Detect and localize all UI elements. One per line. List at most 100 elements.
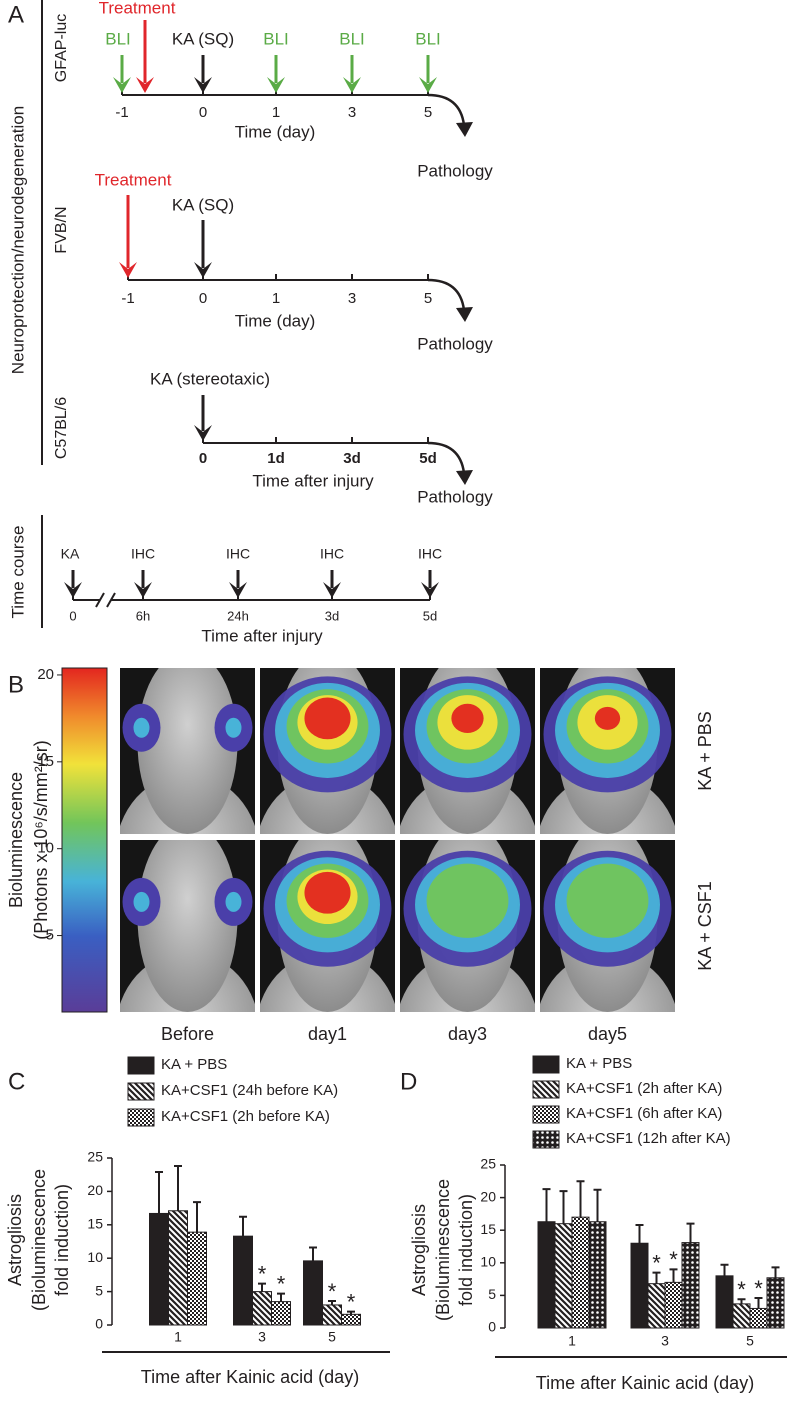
significance-marker: * [277, 1271, 286, 1296]
arrow-head [113, 77, 131, 93]
arrow-head [267, 77, 285, 93]
colorbar-tick-label: 5 [46, 927, 54, 944]
timeline-tick-label: 3 [348, 290, 356, 307]
strain-label: FVB/N [53, 206, 70, 253]
error-bar [576, 1180, 585, 1218]
bar [149, 1212, 169, 1326]
arrow-head [119, 262, 137, 278]
y-axis-label: fold induction) [52, 1184, 72, 1296]
colorbar-label: Bioluminescence [6, 772, 26, 908]
panel-label: D [400, 1068, 417, 1095]
bar [322, 1304, 342, 1326]
legend-swatch [127, 1108, 155, 1127]
arrow-head [194, 425, 212, 441]
significance-marker: * [652, 1250, 661, 1275]
bli-image [260, 840, 395, 1012]
outcome-arrow [427, 441, 466, 474]
arrow-head [64, 582, 82, 598]
signal [594, 706, 621, 730]
arrow-label: KA (SQ) [172, 29, 234, 48]
row-label: KA + CSF1 [695, 881, 715, 971]
bli-image [400, 840, 535, 1012]
legend-swatch [532, 1105, 560, 1124]
panel-label: B [8, 671, 24, 698]
outcome-arrow [427, 278, 466, 311]
error-bar [174, 1165, 182, 1211]
y-tick-label: 10 [480, 1254, 496, 1270]
legend-label: KA + PBS [161, 1056, 227, 1073]
panel-label: A [8, 1, 24, 28]
bar [571, 1216, 590, 1329]
colorbar [61, 667, 108, 1013]
signal [225, 891, 242, 912]
bli-image [120, 668, 255, 834]
panel-label: C [8, 1068, 25, 1095]
timeline-axis-label: Time after injury [252, 471, 374, 490]
x-tick-label: 1 [568, 1333, 576, 1349]
timeline-tick-label: 1 [272, 104, 280, 121]
arrow-label: KA (SQ) [172, 195, 234, 214]
group-label: Time course [8, 526, 27, 619]
bar [630, 1242, 649, 1329]
arrow-head [229, 582, 247, 598]
timeline-tick-label: 3 [348, 104, 356, 121]
error-bar [559, 1190, 568, 1224]
y-axis-label: Astrogliosis [409, 1204, 429, 1296]
legend-swatch [532, 1080, 560, 1099]
timeline-tick-label: 0 [199, 290, 207, 307]
error-bar [737, 1298, 746, 1304]
arrow-head [194, 77, 212, 93]
error-bar [542, 1188, 551, 1222]
arrow-label: Treatment [95, 170, 172, 189]
group-label: Neuroprotection/neurodegeneration [8, 106, 27, 374]
timeline-tick-label: 1d [267, 450, 285, 467]
arrow-head [456, 470, 473, 485]
colorbar-tick-label: 20 [37, 666, 54, 683]
outcome-label: Pathology [417, 487, 493, 506]
arrow-label: BLI [339, 29, 365, 48]
outcome-label: Pathology [417, 161, 493, 180]
y-tick-label: 25 [87, 1149, 103, 1165]
y-tick-label: 15 [480, 1221, 496, 1237]
y-tick-label: 15 [87, 1216, 103, 1232]
signal [304, 697, 351, 740]
bli-image [400, 668, 535, 834]
timeline-tick-label: 5 [424, 104, 432, 121]
arrow-label: IHC [226, 546, 250, 562]
legend-swatch [532, 1055, 560, 1074]
bar [732, 1303, 751, 1329]
x-tick-label: 3 [258, 1329, 266, 1345]
y-tick-label: 0 [95, 1316, 103, 1332]
timeline-tick-label: 0 [69, 608, 76, 623]
signal [133, 717, 150, 738]
arrow-label: BLI [263, 29, 289, 48]
timeline-tick-label: 0 [199, 450, 207, 467]
timeline-tick-label: -1 [115, 104, 128, 121]
arrow-label: Treatment [99, 0, 176, 17]
y-tick-label: 10 [87, 1249, 103, 1265]
arrow-label: IHC [131, 546, 155, 562]
significance-marker: * [737, 1277, 746, 1302]
timeline-tick-label: -1 [121, 290, 134, 307]
timeline-axis-label: Time after injury [201, 626, 323, 645]
x-tick-label: 5 [328, 1329, 336, 1345]
timeline-tick-label: 1 [272, 290, 280, 307]
timeline-tick-label: 3d [343, 450, 361, 467]
signal [304, 871, 351, 914]
error-bar [328, 1299, 336, 1305]
bar [588, 1221, 607, 1329]
legend-swatch [127, 1056, 155, 1075]
bli-image [260, 668, 395, 834]
error-bar [754, 1297, 763, 1309]
bar [681, 1242, 700, 1329]
bar [271, 1301, 291, 1326]
arrow-label: BLI [415, 29, 441, 48]
colorbar-tick-label: 15 [37, 753, 54, 770]
column-label: day1 [308, 1024, 347, 1044]
bli-image [540, 840, 675, 1012]
y-axis-label: fold induction) [456, 1194, 476, 1306]
bar [766, 1277, 785, 1329]
significance-marker: * [328, 1279, 337, 1304]
significance-marker: * [669, 1247, 678, 1272]
